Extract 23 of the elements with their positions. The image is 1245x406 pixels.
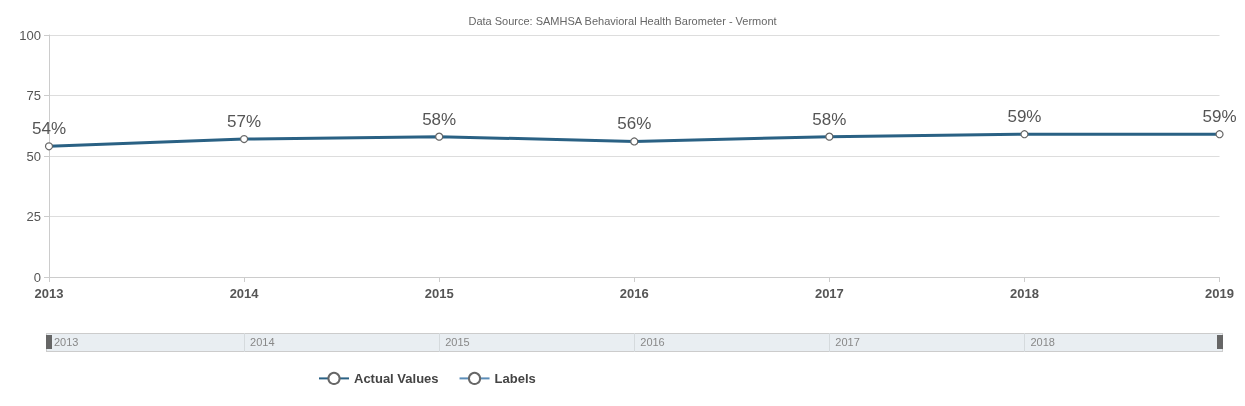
x-tick-label: 2013 [34,286,64,301]
legend-label: Actual Values [354,370,439,386]
x-tick-label: 2014 [229,286,260,301]
y-tick-label: 100 [19,27,41,43]
y-tick-label: 50 [26,148,41,164]
chart-title: Data Source: SAMHSA Behavioral Health Barometer - Vermont [468,14,777,27]
x-tick-label: 2015 [424,286,454,301]
x-tick-label: 2016 [619,286,649,301]
data-label: 57% [227,111,262,131]
data-label: 56% [617,114,652,134]
range-slider: 2013 2014 2015 2016 2017 2018 [46,333,1223,352]
legend-label: Labels [494,370,536,386]
y-tick-label: 75 [26,88,41,103]
x-tick-label: 2019 [1205,286,1234,301]
y-tick-label: 25 [26,209,41,224]
x-tick-label: 2017 [814,286,844,301]
data-label: 58% [422,109,457,129]
x-tick-label: 2018 [1009,286,1039,301]
y-tick-label: 0 [33,269,41,285]
data-label: 59% [1202,107,1237,127]
data-label: 54% [31,119,67,139]
data-label: 59% [1007,107,1042,127]
data-label: 58% [812,109,847,129]
